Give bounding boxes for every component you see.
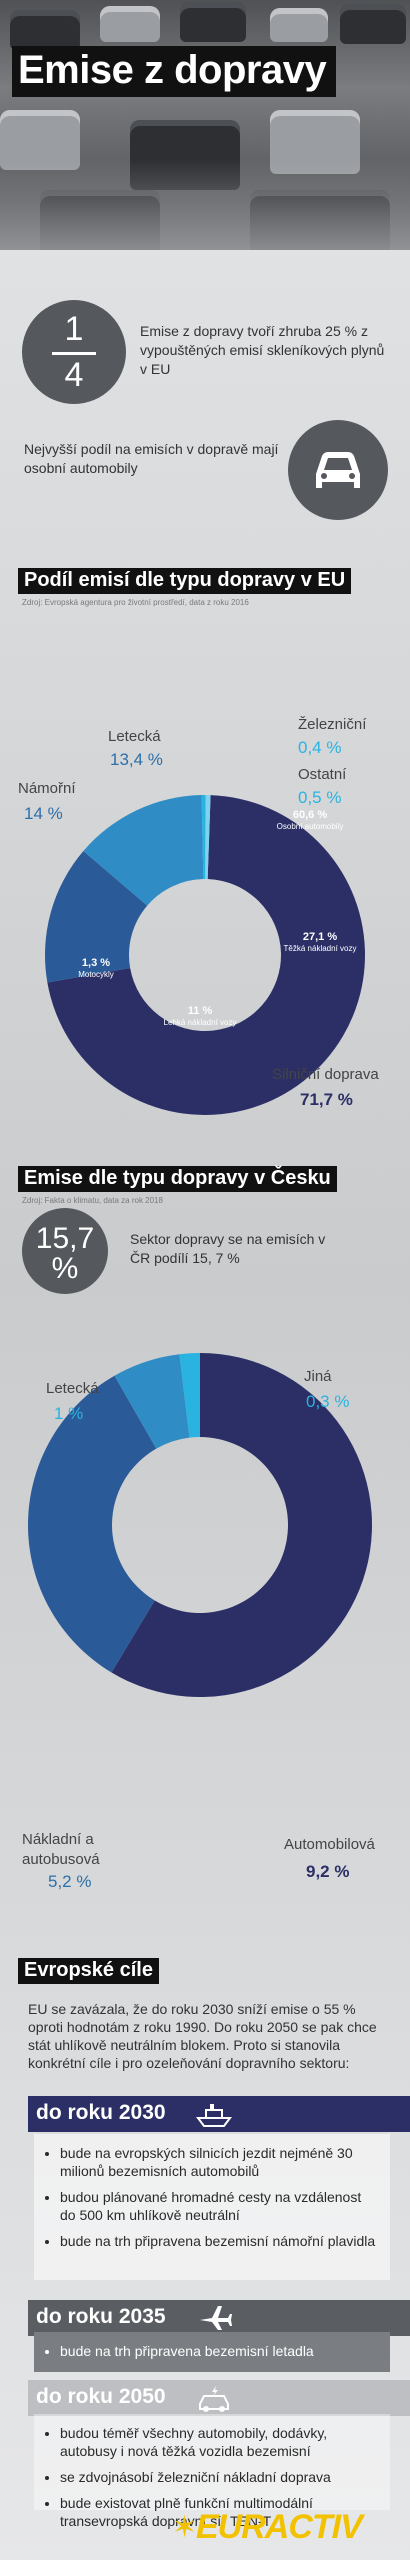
year-2035-label: do roku 2035 [36,2305,166,2328]
goals-section-title: Evropské cíle [18,1958,159,1984]
value-cz-jina: 0,3 % [306,1392,350,1411]
list-item: se zdvojnásobí železniční nákladní dopra… [60,2468,380,2486]
inner-osobni: 60,6 % Osobní automobily [276,809,344,832]
inner-tezke: 27,1 % Těžká nákladní vozy [283,931,357,954]
label-cz-letecka: Letecká [46,1380,99,1397]
list-2035: bude na trh připravena bezemisní letadla [34,2332,390,2372]
donut-slice-nákladní-a-autobusová [27,1375,157,1673]
fraction-numerator: 1 [64,310,84,348]
list-item: bude na evropských silnicích jezdit nejm… [60,2144,380,2180]
eu-donut-chart [44,795,365,1115]
list-item: budou téměř všechny automobily, dodávky,… [60,2424,380,2460]
cz-share-text: Sektor dopravy se na emisích v ČR podílí… [130,1231,326,1266]
label-ostatni: Ostatní [298,766,347,783]
cz-donut-chart [27,1353,373,1697]
cz-source: Zdroj: Fakta o klimatu, data za rok 2018 [22,1196,163,1205]
label-silnicni: Silniční doprava [272,1066,379,1083]
label-letecka: Letecká [108,728,161,745]
donut-slice-železniční [201,795,206,880]
fraction-denominator: 4 [64,356,84,394]
hero-image: Emise z dopravy [0,0,410,250]
goals-intro-text: EU se zavázala, že do roku 2030 sníží em… [28,2001,377,2071]
band-2030: do roku 2030 [28,2096,410,2132]
donut-slice-jiná [179,1353,200,1438]
donut-slice-silniční-doprava [47,795,365,1115]
value-cz-automobilova: 9,2 % [306,1862,350,1881]
year-2030-label: do roku 2030 [36,2101,166,2124]
year-2050-label: do roku 2050 [36,2385,166,2408]
donut-slice-letecká [83,795,204,906]
value-letecka: 13,4 % [110,750,163,769]
list-item: bude na trh připravena bezemisní letadla [60,2342,380,2360]
inner-moto: 1,3 % Motocykly [78,957,114,980]
list-item: bude na trh připravena bezemisní námořní… [60,2232,380,2250]
list-item: budou plánované hromadné cesty na vzdále… [60,2188,380,2224]
intro-text-share: Emise z dopravy tvoří zhruba 25 % z vypo… [140,323,385,377]
airplane-icon [200,2306,232,2330]
value-namorni: 14 % [24,804,63,823]
label-cz-automobilova: Automobilová [284,1836,375,1853]
band-2035: do roku 2035 [28,2300,410,2336]
donut-slice-letecká [114,1354,190,1449]
euractiv-logo: EURACTIV [196,2508,363,2546]
donut-slice-ostatní [205,795,211,880]
value-ostatni: 0,5 % [298,788,342,807]
cz-share-circle: 15,7 % [22,1208,108,1294]
eu-section-title: Podíl emisí dle typu dopravy v EU [18,568,352,594]
donut-slice-automobilová [111,1353,373,1697]
electric-car-icon [199,2386,229,2412]
label-namorni: Námořní [18,780,76,797]
value-zeleznicni: 0,4 % [298,738,342,757]
page-title: Emise z dopravy [12,46,337,97]
ship-icon [196,2104,232,2127]
label-cz-jina: Jiná [304,1368,332,1385]
band-2050: do roku 2050 [28,2380,410,2416]
euractiv-star-icon: ✶ [172,2511,198,2544]
eu-source: Zdroj: Evropská agentura pro životní pro… [22,598,249,607]
cz-section-title: Emise dle typu dopravy v Česku [18,1166,337,1192]
value-silnicni: 71,7 % [300,1090,353,1109]
label-cz-nakladni: Nákladní a autobusová [22,1831,100,1868]
list-2050: budou téměř všechny automobily, dodávky,… [34,2414,390,2529]
list-item: bude existovat plně funkční multimodální… [60,2494,380,2530]
value-cz-nakladni: 5,2 % [48,1872,92,1891]
car-icon [288,420,388,520]
inner-lehke: 11 % Lehká nákladní vozy [163,1005,237,1028]
list-2030: bude na evropských silnicích jezdit nejm… [34,2134,390,2280]
fraction-circle: 1 4 [22,300,126,404]
label-zeleznicni: Železniční [298,716,367,733]
intro-text-cars: Nejvyšší podíl na emisích v dopravě mají… [24,441,279,476]
value-cz-letecka: 1 % [54,1404,84,1423]
donut-slice-námořní [44,851,148,983]
